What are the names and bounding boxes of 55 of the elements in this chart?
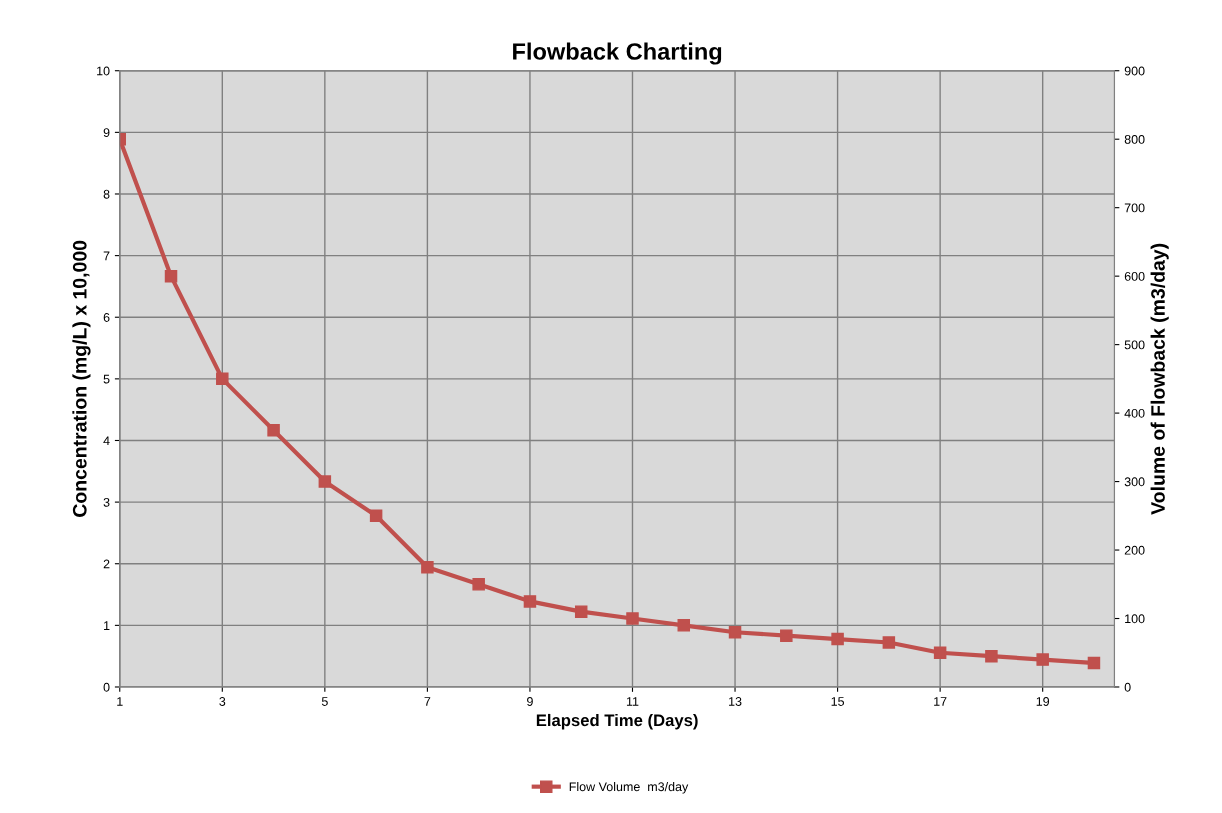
y2-tick-label: 500 xyxy=(1124,340,1145,350)
x-tick-label: 5 xyxy=(321,697,328,706)
y-tick-label: 7 xyxy=(103,251,110,261)
point xyxy=(318,475,332,488)
y-tick-label: 2 xyxy=(103,559,110,569)
point xyxy=(523,595,537,608)
y-tick-label: 4 xyxy=(103,436,110,446)
y-axis-title: Concentration (mg/L) x 10,000 xyxy=(72,240,91,517)
point xyxy=(574,605,588,618)
y-tick-label: 9 xyxy=(103,128,110,138)
y2-tick-label: 200 xyxy=(1124,545,1145,555)
point xyxy=(164,269,178,283)
legend-label: Flow Volume m3/day xyxy=(569,781,689,794)
point xyxy=(421,560,434,574)
x-tick-label: 15 xyxy=(831,697,845,706)
y2-axis-title: Volume of Flowback (m3/day) xyxy=(1150,243,1169,515)
y-tick-label: 6 xyxy=(103,313,110,322)
y2-tick-label: 600 xyxy=(1124,271,1145,281)
point xyxy=(216,372,229,386)
point xyxy=(831,632,844,646)
y-tick-label: 8 xyxy=(103,189,110,199)
y2-tick-label: 400 xyxy=(1124,408,1145,418)
y-tick-label: 1 xyxy=(104,621,110,630)
point xyxy=(933,646,947,659)
y2-tick-label: 900 xyxy=(1124,66,1145,76)
y2-tick-label: 700 xyxy=(1124,203,1145,213)
x-tick-label: 11 xyxy=(626,697,639,706)
y-tick-label: 0 xyxy=(103,682,110,692)
x-axis-title: Elapsed Time (Days) xyxy=(536,713,698,730)
point xyxy=(267,423,280,437)
point xyxy=(1036,653,1049,666)
y-tick-label: 10 xyxy=(97,66,110,76)
x-tick-label: 3 xyxy=(219,697,226,706)
point xyxy=(472,578,485,591)
point xyxy=(985,649,998,663)
y2-tick-label: 800 xyxy=(1124,135,1145,144)
point xyxy=(780,629,793,642)
point xyxy=(369,509,383,523)
x-tick-label: 19 xyxy=(1036,697,1050,706)
y-tick-label: 3 xyxy=(103,497,110,507)
point xyxy=(626,612,639,625)
x-tick-label: 9 xyxy=(527,697,533,706)
point xyxy=(728,625,742,639)
y-tick-label: 5 xyxy=(103,374,110,384)
y2-tick-label: 100 xyxy=(1125,614,1145,624)
y2-tick-label: 300 xyxy=(1124,477,1145,487)
x-tick-label: 1 xyxy=(117,697,123,706)
point xyxy=(677,619,691,632)
y2-tick-label: 0 xyxy=(1124,682,1131,692)
x-tick-label: 7 xyxy=(424,697,431,706)
point xyxy=(882,636,896,649)
x-tick-label: 17 xyxy=(934,697,947,706)
x-tick-label: 13 xyxy=(729,697,742,706)
chart-title: Flowback Charting xyxy=(513,42,722,65)
point xyxy=(1087,656,1101,670)
